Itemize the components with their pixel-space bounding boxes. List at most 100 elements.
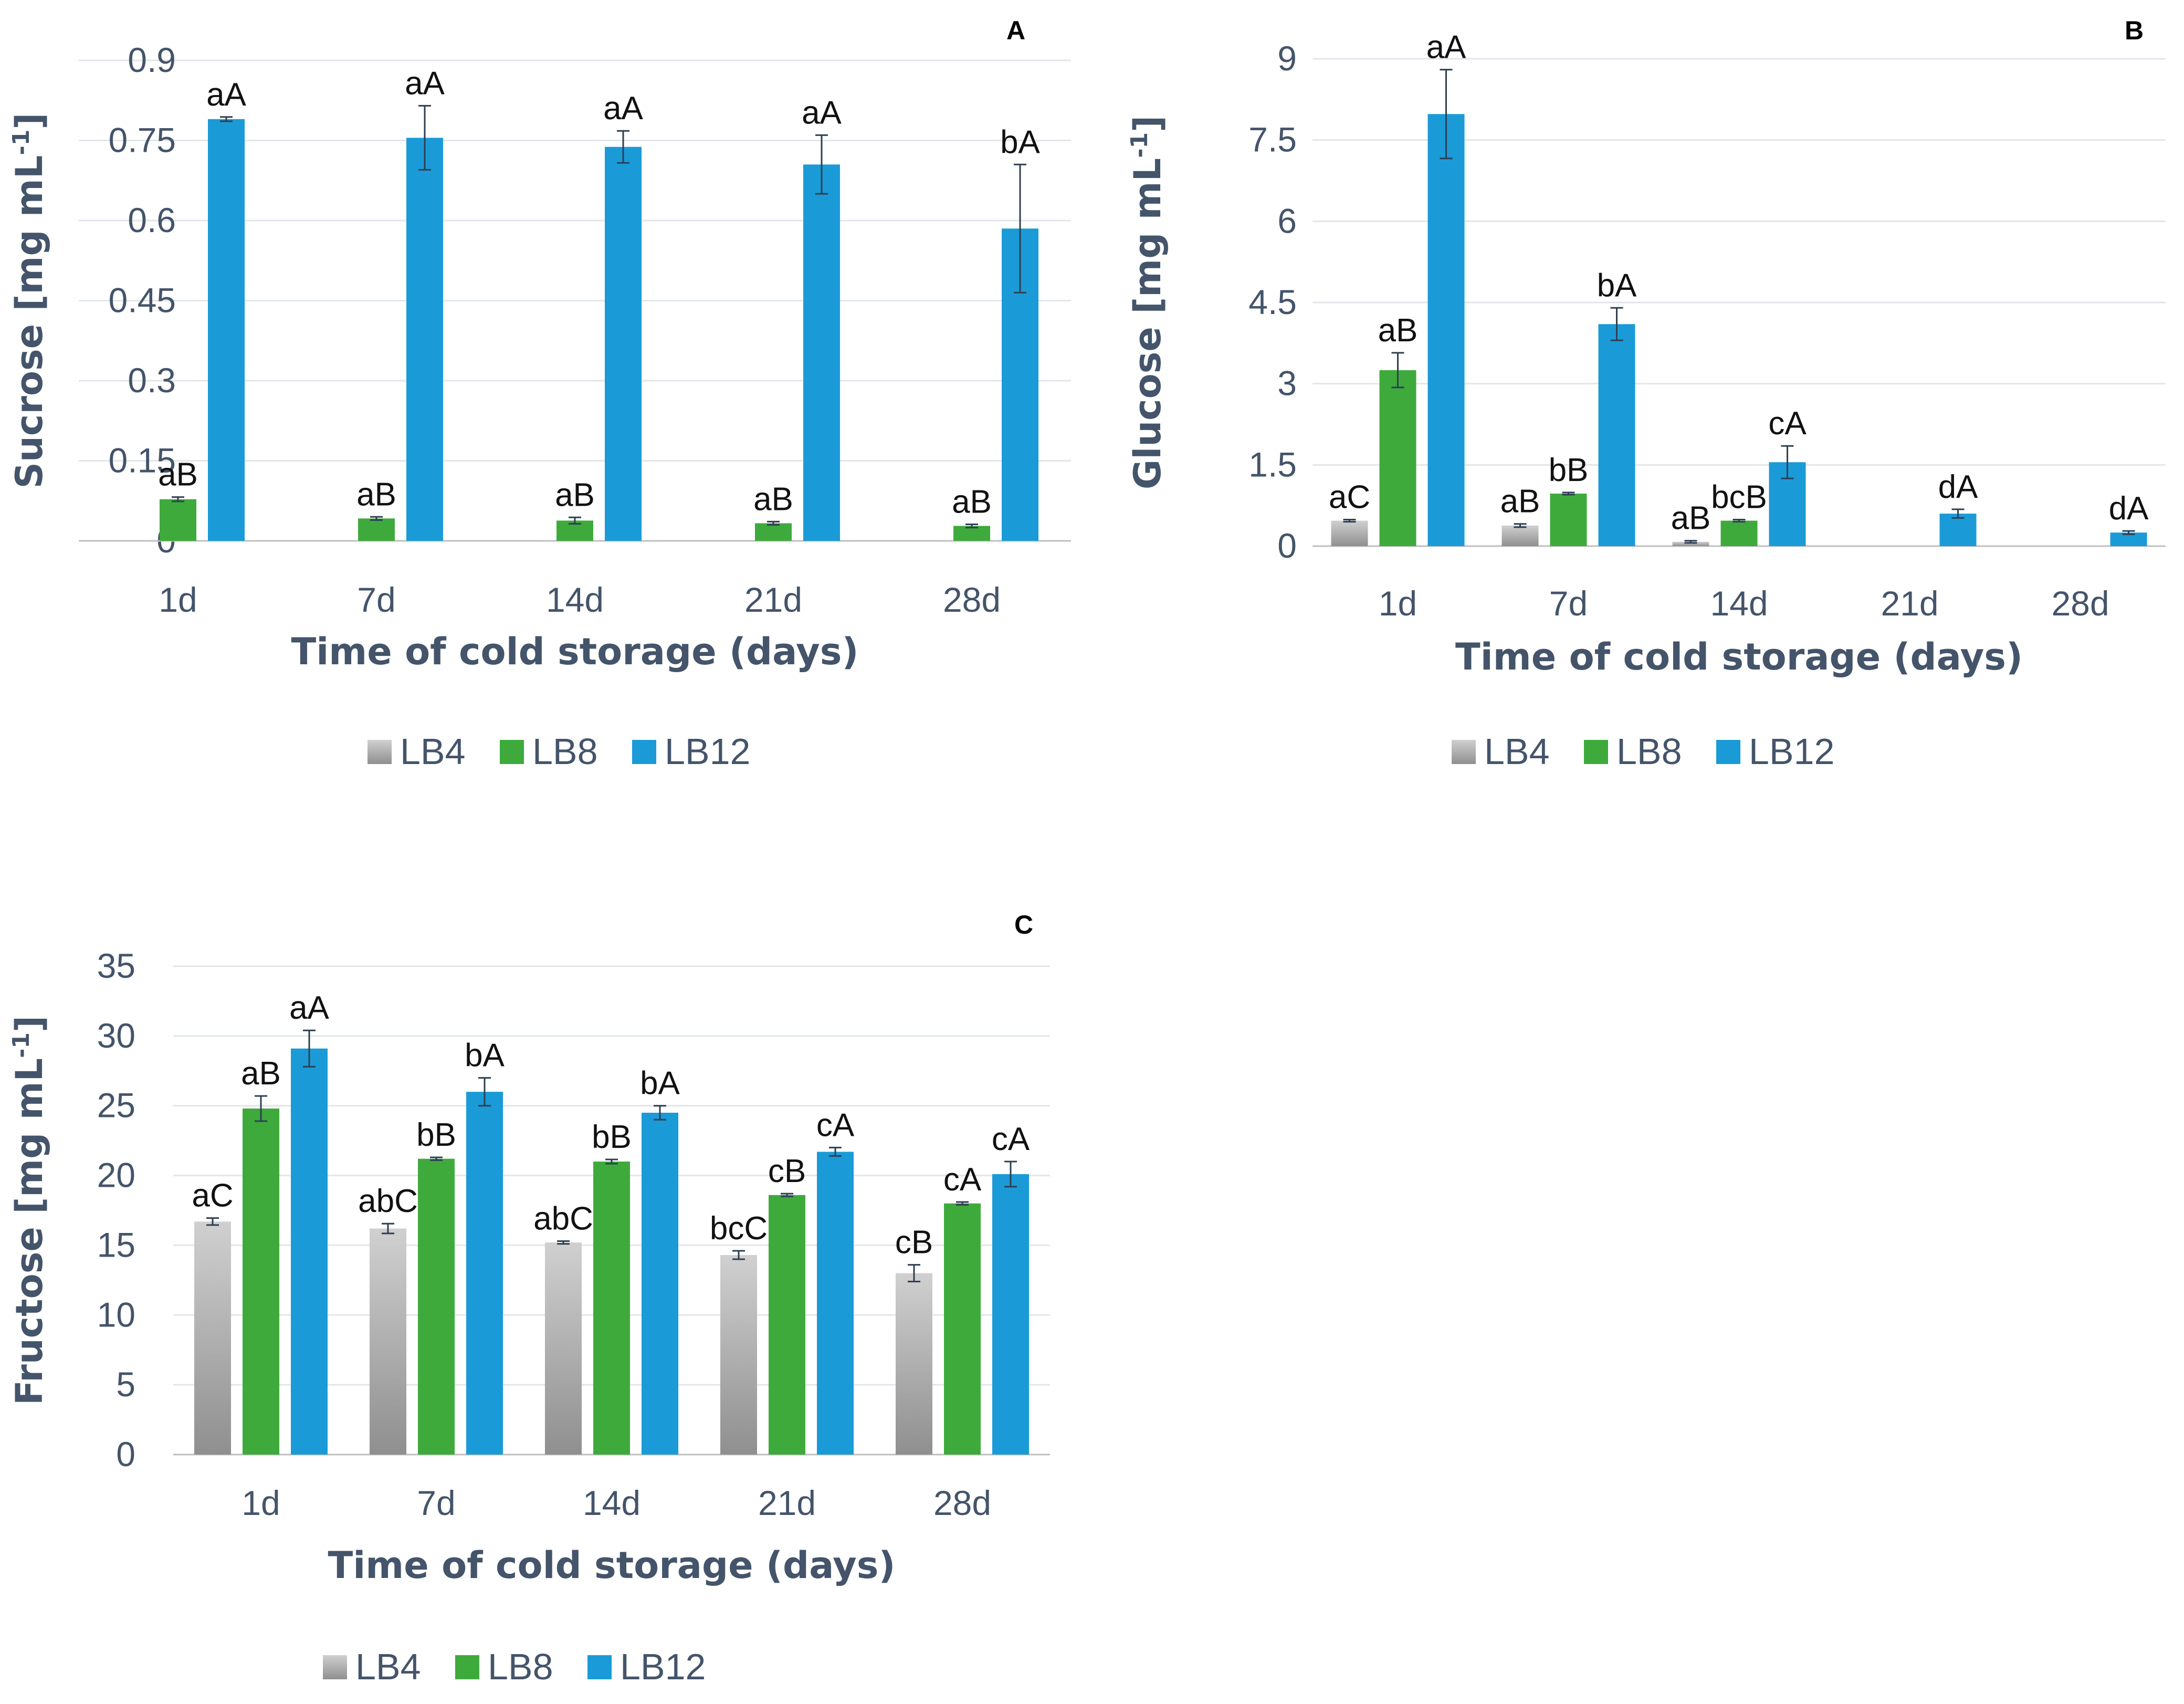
- bar-lb12: [208, 119, 245, 541]
- y-tick-label: 35: [97, 946, 135, 985]
- panel-letter: B: [2125, 16, 2144, 45]
- significance-label: bA: [1597, 267, 1637, 304]
- y-axis-title-main: Glucose [mg mL: [1126, 158, 1169, 489]
- legend-label-lb4: LB4: [400, 731, 466, 772]
- significance-label: aB: [753, 481, 793, 517]
- x-tick-label: 7d: [417, 1483, 455, 1522]
- significance-label: aA: [603, 90, 643, 127]
- y-tick-label: 0: [1277, 526, 1297, 565]
- bar-lb12: [992, 1174, 1029, 1455]
- y-axis-title: Glucose [mg mL-1]: [1126, 116, 1170, 489]
- significance-label: bA: [640, 1065, 680, 1102]
- bar-lb12: [605, 147, 642, 541]
- significance-label: aB: [1378, 312, 1418, 349]
- bar-lb12: [817, 1152, 854, 1455]
- bar-lb8: [1550, 493, 1587, 546]
- y-tick-label: 0.3: [128, 361, 176, 400]
- x-tick-label: 1d: [242, 1483, 280, 1522]
- y-tick-label: 4.5: [1248, 283, 1297, 321]
- x-tick-label: 21d: [758, 1483, 816, 1522]
- bar-lb4: [896, 1273, 932, 1455]
- y-axis-title-end: ]: [8, 113, 51, 130]
- bar-lb12: [1598, 324, 1635, 546]
- significance-label: aB: [1671, 500, 1711, 537]
- bar-lb8: [769, 1195, 805, 1455]
- significance-label: aA: [802, 95, 842, 131]
- bar-lb4: [194, 1221, 231, 1455]
- y-axis-title: Sucrose [mg mL-1]: [8, 113, 51, 489]
- panel-letter: A: [1006, 16, 1025, 45]
- legend: LB4 LB8 LB12: [368, 731, 750, 772]
- bar-lb12: [642, 1113, 678, 1455]
- legend-swatch-lb4: [368, 740, 392, 764]
- legend: LB4 LB8 LB12: [323, 1646, 706, 1687]
- significance-label: aB: [356, 476, 396, 513]
- y-tick-label: 25: [97, 1086, 135, 1125]
- significance-label: bcB: [1711, 479, 1767, 515]
- legend-label-lb4: LB4: [355, 1646, 421, 1687]
- significance-label: bA: [1000, 124, 1040, 160]
- y-tick-label: 20: [97, 1156, 135, 1195]
- significance-label: cB: [895, 1225, 933, 1261]
- legend: LB4 LB8 LB12: [1452, 731, 1834, 772]
- x-axis-title: Time of cold storage (days): [291, 630, 859, 673]
- y-tick-label: 0.15: [109, 441, 176, 480]
- significance-label: cA: [816, 1107, 855, 1143]
- x-tick-label: 14d: [546, 580, 604, 619]
- legend-label-lb4: LB4: [1484, 731, 1550, 772]
- bar-lb4: [370, 1228, 406, 1455]
- significance-label: cA: [943, 1162, 982, 1198]
- y-axis-title-sup: -1: [8, 130, 35, 155]
- y-tick-label: 1.5: [1248, 445, 1297, 484]
- y-tick-label: 0.9: [128, 40, 176, 79]
- significance-label: cA: [1768, 405, 1807, 442]
- legend-label-lb12: LB12: [620, 1646, 706, 1687]
- x-tick-label: 28d: [2051, 584, 2109, 623]
- legend-swatch-lb12: [1716, 740, 1740, 764]
- y-axis-title-main: Fructose [mg mL: [8, 1058, 51, 1405]
- bar-lb8: [953, 526, 990, 541]
- significance-label: aB: [555, 477, 595, 513]
- x-axis-title: Time of cold storage (days): [328, 1544, 896, 1587]
- legend-label-lb8: LB8: [1616, 731, 1682, 772]
- y-axis-title-sup: -1: [8, 1032, 35, 1058]
- bar-lb4: [720, 1255, 757, 1455]
- bar-lb8: [944, 1203, 981, 1455]
- y-tick-label: 10: [97, 1295, 135, 1334]
- y-axis-title-sup: -1: [1126, 132, 1153, 158]
- bar-lb8: [160, 499, 196, 541]
- bar-lb12: [466, 1092, 503, 1455]
- x-tick-label: 7d: [1549, 584, 1588, 623]
- chart-panel-b: 01.534.567.591daCaBaA7daBbBbA14daBbcBcA2…: [1126, 16, 2166, 772]
- y-tick-label: 0.6: [128, 201, 176, 239]
- y-axis-title-main: Sucrose [mg mL: [8, 155, 51, 489]
- x-axis-title: Time of cold storage (days): [1455, 635, 2023, 678]
- bar-lb8: [358, 518, 395, 541]
- bar-lb4: [1672, 541, 1709, 546]
- legend-swatch-lb12: [632, 740, 656, 764]
- bar-lb12: [803, 164, 840, 541]
- significance-label: bA: [465, 1038, 505, 1074]
- y-axis-title-end: ]: [8, 1016, 51, 1032]
- significance-label: aC: [1329, 479, 1370, 515]
- y-tick-label: 9: [1277, 39, 1297, 78]
- significance-label: aB: [952, 484, 992, 520]
- significance-label: cB: [768, 1153, 806, 1189]
- significance-label: aC: [192, 1178, 233, 1214]
- significance-label: aA: [206, 77, 246, 113]
- significance-label: dA: [1938, 469, 1978, 505]
- significance-label: bcC: [710, 1210, 768, 1247]
- bar-lb8: [1379, 370, 1416, 546]
- x-tick-label: 28d: [943, 580, 1001, 619]
- x-tick-label: 21d: [744, 580, 802, 619]
- legend-swatch-lb8: [455, 1655, 479, 1679]
- x-tick-label: 21d: [1881, 584, 1938, 623]
- x-tick-label: 1d: [159, 580, 197, 619]
- bar-lb4: [1502, 525, 1539, 546]
- y-tick-label: 7.5: [1248, 120, 1297, 159]
- y-tick-label: 30: [97, 1016, 135, 1055]
- bar-lb12: [1939, 514, 1977, 546]
- legend-label-lb12: LB12: [665, 731, 750, 772]
- significance-label: aA: [405, 65, 445, 101]
